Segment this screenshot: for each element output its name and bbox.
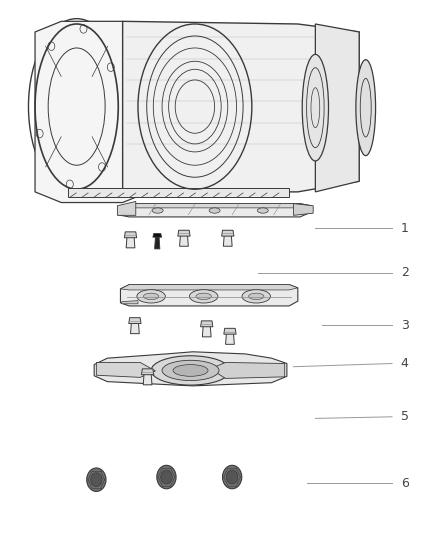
Ellipse shape (242, 290, 270, 303)
Polygon shape (117, 201, 136, 215)
Polygon shape (129, 318, 141, 324)
Circle shape (87, 468, 106, 491)
Circle shape (161, 470, 172, 484)
Polygon shape (118, 204, 311, 217)
Polygon shape (124, 232, 137, 238)
Polygon shape (120, 285, 298, 290)
Circle shape (226, 470, 238, 484)
Circle shape (223, 465, 242, 489)
Ellipse shape (143, 293, 159, 300)
Polygon shape (315, 24, 359, 192)
Ellipse shape (162, 360, 219, 381)
Polygon shape (35, 21, 149, 203)
Polygon shape (178, 230, 190, 236)
Ellipse shape (302, 54, 328, 161)
Polygon shape (126, 236, 135, 248)
Polygon shape (226, 333, 234, 344)
Text: 3: 3 (401, 319, 409, 332)
Polygon shape (202, 325, 211, 337)
Ellipse shape (209, 208, 220, 213)
Ellipse shape (189, 290, 218, 303)
Text: 1: 1 (401, 222, 409, 235)
Polygon shape (131, 322, 139, 334)
Polygon shape (223, 235, 232, 246)
Polygon shape (118, 204, 311, 208)
Polygon shape (293, 204, 313, 215)
Polygon shape (143, 373, 152, 385)
Circle shape (91, 473, 102, 487)
Polygon shape (222, 230, 234, 236)
Polygon shape (224, 328, 236, 334)
Polygon shape (210, 362, 285, 378)
Ellipse shape (137, 290, 166, 303)
Polygon shape (141, 369, 154, 375)
Polygon shape (94, 352, 287, 386)
Polygon shape (201, 321, 213, 327)
Circle shape (157, 465, 176, 489)
Polygon shape (123, 21, 359, 192)
Text: 4: 4 (401, 357, 409, 370)
Polygon shape (68, 188, 289, 197)
Ellipse shape (257, 208, 268, 213)
Ellipse shape (151, 356, 230, 385)
Text: 2: 2 (401, 266, 409, 279)
Polygon shape (122, 301, 138, 304)
Ellipse shape (248, 293, 264, 300)
Ellipse shape (356, 60, 376, 156)
Text: 6: 6 (401, 477, 409, 490)
Polygon shape (96, 362, 155, 377)
Ellipse shape (152, 208, 163, 213)
Ellipse shape (173, 365, 208, 376)
Polygon shape (153, 233, 162, 237)
Polygon shape (180, 235, 188, 246)
Polygon shape (120, 285, 298, 306)
Ellipse shape (196, 293, 211, 300)
Text: 5: 5 (401, 410, 409, 423)
Polygon shape (155, 236, 160, 249)
